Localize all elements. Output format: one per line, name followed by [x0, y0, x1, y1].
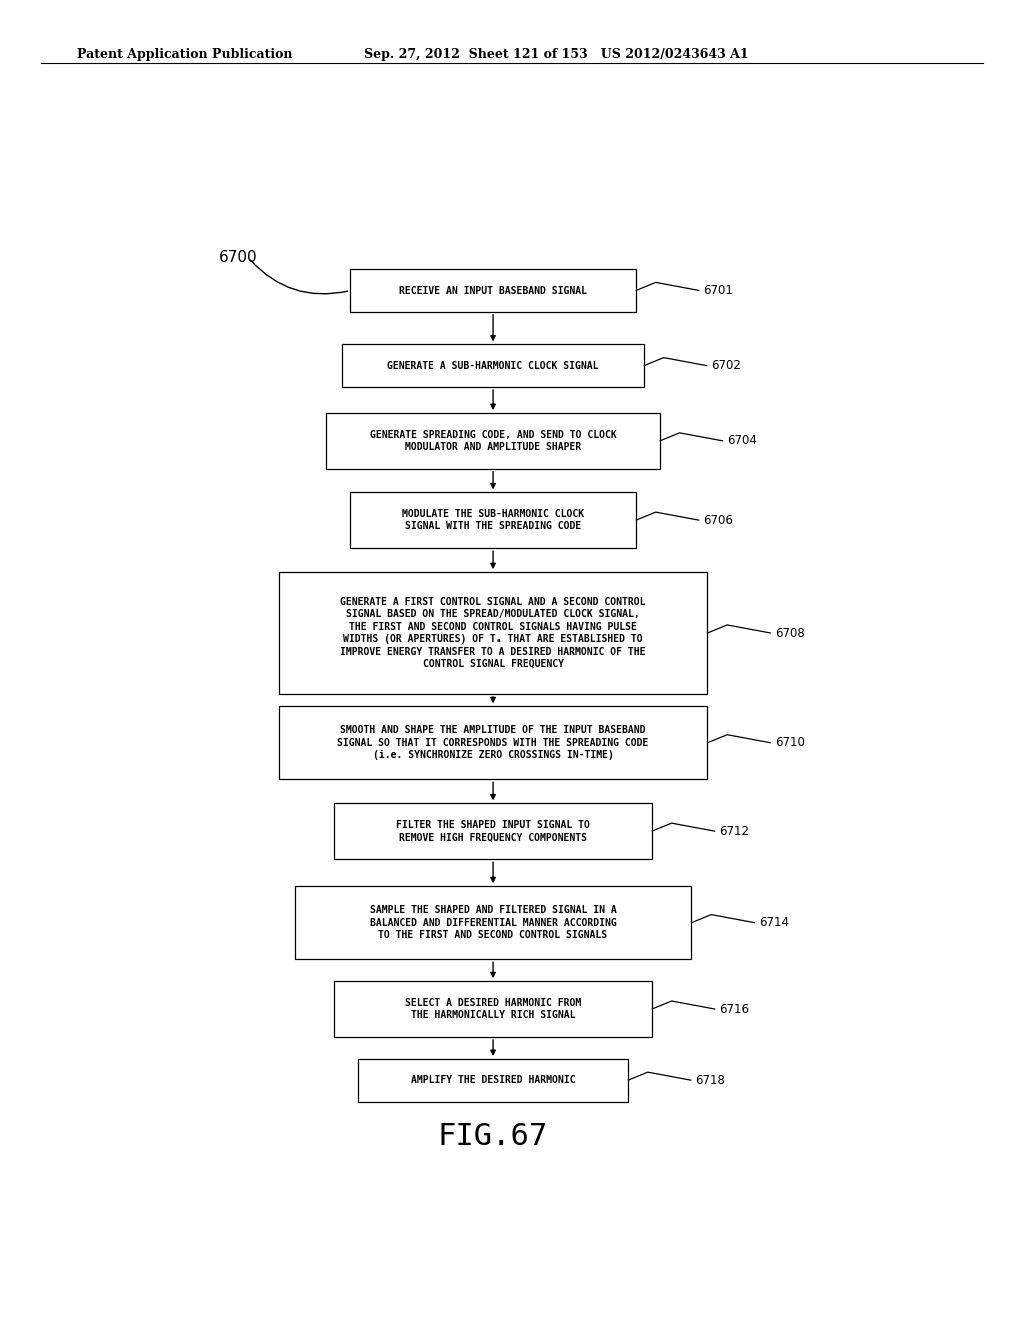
Text: FIG.67: FIG.67 — [438, 1122, 548, 1151]
Text: 6710: 6710 — [775, 737, 805, 750]
Text: GENERATE A SUB-HARMONIC CLOCK SIGNAL: GENERATE A SUB-HARMONIC CLOCK SIGNAL — [387, 360, 599, 371]
Text: 6716: 6716 — [719, 1003, 750, 1015]
Text: SELECT A DESIRED HARMONIC FROM
THE HARMONICALLY RICH SIGNAL: SELECT A DESIRED HARMONIC FROM THE HARMO… — [404, 998, 582, 1020]
FancyBboxPatch shape — [295, 886, 691, 960]
Text: AMPLIFY THE DESIRED HARMONIC: AMPLIFY THE DESIRED HARMONIC — [411, 1076, 575, 1085]
Text: GENERATE SPREADING CODE, AND SEND TO CLOCK
MODULATOR AND AMPLITUDE SHAPER: GENERATE SPREADING CODE, AND SEND TO CLO… — [370, 430, 616, 453]
Text: GENERATE A FIRST CONTROL SIGNAL AND A SECOND CONTROL
SIGNAL BASED ON THE SPREAD/: GENERATE A FIRST CONTROL SIGNAL AND A SE… — [340, 597, 646, 669]
Text: SMOOTH AND SHAPE THE AMPLITUDE OF THE INPUT BASEBAND
SIGNAL SO THAT IT CORRESPON: SMOOTH AND SHAPE THE AMPLITUDE OF THE IN… — [337, 726, 649, 760]
Text: SAMPLE THE SHAPED AND FILTERED SIGNAL IN A
BALANCED AND DIFFERENTIAL MANNER ACCO: SAMPLE THE SHAPED AND FILTERED SIGNAL IN… — [370, 906, 616, 940]
Text: Patent Application Publication: Patent Application Publication — [77, 48, 292, 61]
Text: RECEIVE AN INPUT BASEBAND SIGNAL: RECEIVE AN INPUT BASEBAND SIGNAL — [399, 285, 587, 296]
Text: 6714: 6714 — [759, 916, 788, 929]
Text: Sep. 27, 2012  Sheet 121 of 153   US 2012/0243643 A1: Sep. 27, 2012 Sheet 121 of 153 US 2012/0… — [364, 48, 749, 61]
FancyBboxPatch shape — [327, 413, 659, 469]
FancyBboxPatch shape — [279, 572, 708, 694]
Text: MODULATE THE SUB-HARMONIC CLOCK
SIGNAL WITH THE SPREADING CODE: MODULATE THE SUB-HARMONIC CLOCK SIGNAL W… — [402, 510, 584, 532]
FancyBboxPatch shape — [334, 804, 652, 859]
FancyBboxPatch shape — [350, 269, 636, 312]
Text: 6718: 6718 — [695, 1073, 725, 1086]
Text: 6712: 6712 — [719, 825, 750, 838]
FancyBboxPatch shape — [342, 345, 644, 387]
Text: 6702: 6702 — [712, 359, 741, 372]
Text: FILTER THE SHAPED INPUT SIGNAL TO
REMOVE HIGH FREQUENCY COMPONENTS: FILTER THE SHAPED INPUT SIGNAL TO REMOVE… — [396, 820, 590, 842]
FancyBboxPatch shape — [350, 492, 636, 548]
Text: 6700: 6700 — [219, 249, 258, 265]
FancyBboxPatch shape — [334, 981, 652, 1038]
Text: 6708: 6708 — [775, 627, 805, 640]
Text: 6701: 6701 — [703, 284, 733, 297]
FancyBboxPatch shape — [358, 1059, 628, 1102]
Text: 6704: 6704 — [727, 434, 757, 447]
Text: 6706: 6706 — [703, 513, 733, 527]
FancyBboxPatch shape — [279, 706, 708, 779]
